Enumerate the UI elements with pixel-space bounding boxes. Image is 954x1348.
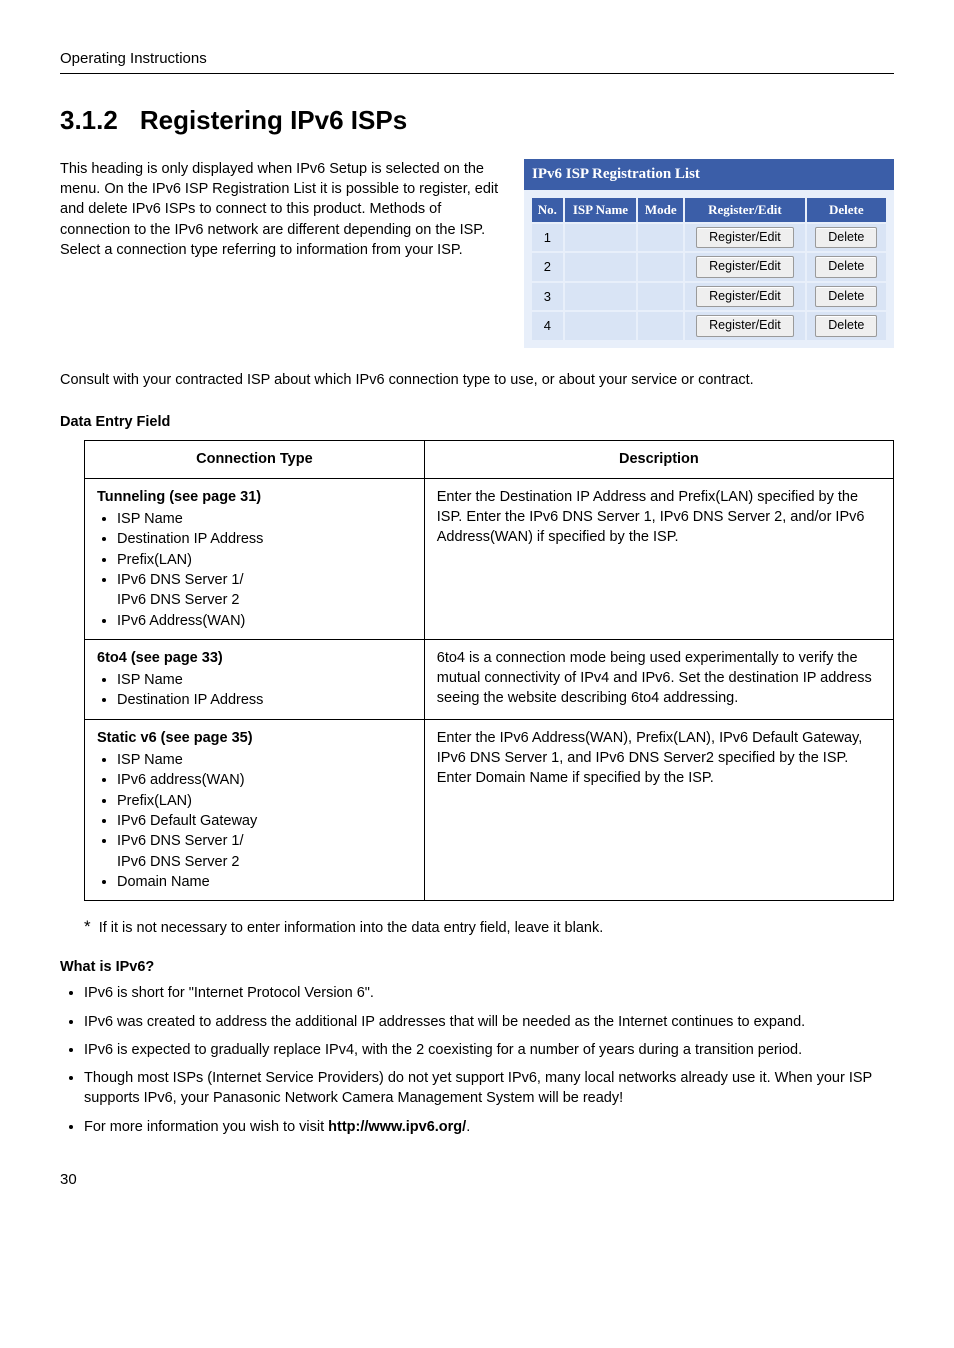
table-row: Tunneling (see page 31)ISP NameDestinati… <box>85 478 894 639</box>
col-description: Description <box>424 441 893 478</box>
cell-isp-name <box>565 224 637 252</box>
list-item: Prefix(LAN) <box>117 791 412 811</box>
table-row: 4 Register/Edit Delete <box>532 312 886 340</box>
cell-delete: Delete <box>807 283 886 311</box>
table-row: 6to4 (see page 33)ISP NameDestination IP… <box>85 639 894 719</box>
register-edit-button[interactable]: Register/Edit <box>696 286 794 308</box>
ipv6-registration-list-panel: IPv6 ISP Registration List No. ISP Name … <box>524 159 894 348</box>
cell-isp-name <box>565 312 637 340</box>
list-item: IPv6 was created to address the addition… <box>84 1012 894 1032</box>
cell-delete: Delete <box>807 224 886 252</box>
cell-mode <box>638 283 683 311</box>
section-heading: Registering IPv6 ISPs <box>140 105 407 135</box>
delete-button[interactable]: Delete <box>815 315 877 337</box>
list-item: IPv6 Default Gateway <box>117 811 412 831</box>
list-item: IPv6 Address(WAN) <box>117 611 412 631</box>
table-row: 1 Register/Edit Delete <box>532 224 886 252</box>
list-item: Destination IP Address <box>117 529 412 549</box>
list-item: Prefix(LAN) <box>117 550 412 570</box>
list-item: IPv6 is short for "Internet Protocol Ver… <box>84 983 894 1003</box>
consult-paragraph: Consult with your contracted ISP about w… <box>60 370 894 390</box>
cell-mode <box>638 253 683 281</box>
col-delete: Delete <box>807 198 886 222</box>
cell-mode <box>638 312 683 340</box>
delete-button[interactable]: Delete <box>815 286 877 308</box>
list-item: ISP Name <box>117 750 412 770</box>
page-title: 3.1.2 Registering IPv6 ISPs <box>60 102 894 138</box>
list-item: IPv6 address(WAN) <box>117 770 412 790</box>
col-register-edit: Register/Edit <box>685 198 804 222</box>
data-entry-field-heading: Data Entry Field <box>60 412 894 432</box>
list-item: Destination IP Address <box>117 690 412 710</box>
star-icon: * <box>84 917 91 936</box>
cell-connection-type: 6to4 (see page 33)ISP NameDestination IP… <box>85 639 425 719</box>
cell-delete: Delete <box>807 312 886 340</box>
register-edit-button[interactable]: Register/Edit <box>696 227 794 249</box>
page-number: 30 <box>60 1169 894 1190</box>
cell-connection-type: Tunneling (see page 31)ISP NameDestinati… <box>85 478 425 639</box>
cell-description: 6to4 is a connection mode being used exp… <box>424 639 893 719</box>
intro-paragraph: This heading is only displayed when IPv6… <box>60 159 508 260</box>
cell-register-edit: Register/Edit <box>685 283 804 311</box>
cell-no: 2 <box>532 253 563 281</box>
cell-no: 1 <box>532 224 563 252</box>
cell-no: 3 <box>532 283 563 311</box>
table-row: 3 Register/Edit Delete <box>532 283 886 311</box>
register-edit-button[interactable]: Register/Edit <box>696 256 794 278</box>
cell-description: Enter the IPv6 Address(WAN), Prefix(LAN)… <box>424 719 893 900</box>
footnote: * If it is not necessary to enter inform… <box>60 915 894 939</box>
cell-no: 4 <box>532 312 563 340</box>
col-isp-name: ISP Name <box>565 198 637 222</box>
col-no: No. <box>532 198 563 222</box>
cell-connection-type: Static v6 (see page 35)ISP NameIPv6 addr… <box>85 719 425 900</box>
list-item: ISP Name <box>117 509 412 529</box>
list-item: For more information you wish to visit h… <box>84 1117 894 1137</box>
delete-button[interactable]: Delete <box>815 256 877 278</box>
footnote-text: If it is not necessary to enter informat… <box>99 920 604 936</box>
list-item: IPv6 DNS Server 1/IPv6 DNS Server 2 <box>117 570 412 611</box>
register-edit-button[interactable]: Register/Edit <box>696 315 794 337</box>
col-mode: Mode <box>638 198 683 222</box>
cell-register-edit: Register/Edit <box>685 224 804 252</box>
list-item: Domain Name <box>117 872 412 892</box>
cell-register-edit: Register/Edit <box>685 253 804 281</box>
cell-register-edit: Register/Edit <box>685 312 804 340</box>
table-row: Static v6 (see page 35)ISP NameIPv6 addr… <box>85 719 894 900</box>
data-entry-field-table: Connection Type Description Tunneling (s… <box>84 440 894 901</box>
cell-delete: Delete <box>807 253 886 281</box>
registration-list-title: IPv6 ISP Registration List <box>524 159 894 190</box>
col-connection-type: Connection Type <box>85 441 425 478</box>
list-item: ISP Name <box>117 670 412 690</box>
cell-mode <box>638 224 683 252</box>
running-header: Operating Instructions <box>60 50 207 67</box>
cell-isp-name <box>565 283 637 311</box>
list-item: Though most ISPs (Internet Service Provi… <box>84 1068 894 1109</box>
list-item: IPv6 is expected to gradually replace IP… <box>84 1040 894 1060</box>
cell-description: Enter the Destination IP Address and Pre… <box>424 478 893 639</box>
section-number: 3.1.2 <box>60 105 118 135</box>
table-row: 2 Register/Edit Delete <box>532 253 886 281</box>
cell-isp-name <box>565 253 637 281</box>
registration-list-table: No. ISP Name Mode Register/Edit Delete 1… <box>530 196 888 342</box>
what-is-ipv6-heading: What is IPv6? <box>60 957 894 977</box>
delete-button[interactable]: Delete <box>815 227 877 249</box>
list-item: IPv6 DNS Server 1/IPv6 DNS Server 2 <box>117 831 412 872</box>
what-is-ipv6-list: IPv6 is short for "Internet Protocol Ver… <box>60 983 894 1137</box>
